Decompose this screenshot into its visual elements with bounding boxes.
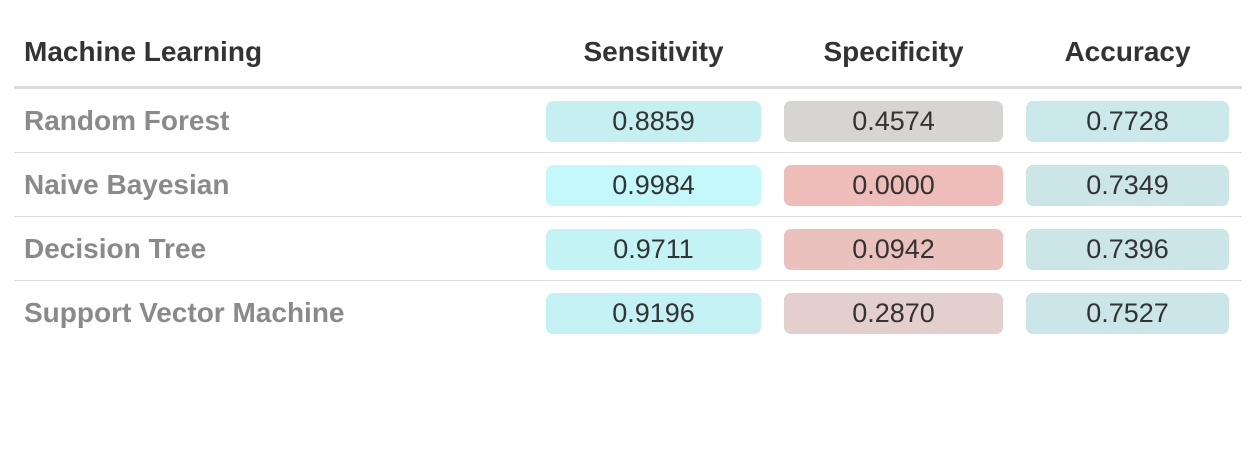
sensitivity-cell: 0.8859 bbox=[546, 101, 761, 142]
table-header: Machine Learning Sensitivity Specificity… bbox=[14, 22, 1242, 89]
row-label: Support Vector Machine bbox=[24, 297, 345, 328]
table-row: Naive Bayesian 0.9984 0.0000 0.7349 bbox=[14, 153, 1242, 217]
sensitivity-cell: 0.9984 bbox=[546, 165, 761, 206]
header-accuracy: Accuracy bbox=[1064, 36, 1191, 67]
sensitivity-cell: 0.9196 bbox=[546, 293, 761, 334]
accuracy-cell: 0.7728 bbox=[1026, 101, 1229, 142]
specificity-cell: 0.2870 bbox=[784, 293, 1003, 334]
accuracy-cell: 0.7349 bbox=[1026, 165, 1229, 206]
table-row: Support Vector Machine 0.9196 0.2870 0.7… bbox=[14, 281, 1242, 344]
accuracy-cell: 0.7527 bbox=[1026, 293, 1229, 334]
table-row: Decision Tree 0.9711 0.0942 0.7396 bbox=[14, 217, 1242, 281]
row-label: Naive Bayesian bbox=[24, 169, 230, 200]
specificity-cell: 0.0000 bbox=[784, 165, 1003, 206]
specificity-cell: 0.4574 bbox=[784, 101, 1003, 142]
accuracy-cell: 0.7396 bbox=[1026, 229, 1229, 270]
row-label: Random Forest bbox=[24, 105, 230, 136]
sensitivity-cell: 0.9711 bbox=[546, 229, 761, 270]
results-table: Machine Learning Sensitivity Specificity… bbox=[14, 22, 1242, 344]
header-specificity: Specificity bbox=[823, 36, 964, 67]
header-sensitivity: Sensitivity bbox=[583, 36, 724, 67]
specificity-cell: 0.0942 bbox=[784, 229, 1003, 270]
row-label: Decision Tree bbox=[24, 233, 207, 264]
header-model: Machine Learning bbox=[24, 36, 263, 67]
table-row: Random Forest 0.8859 0.4574 0.7728 bbox=[14, 89, 1242, 153]
